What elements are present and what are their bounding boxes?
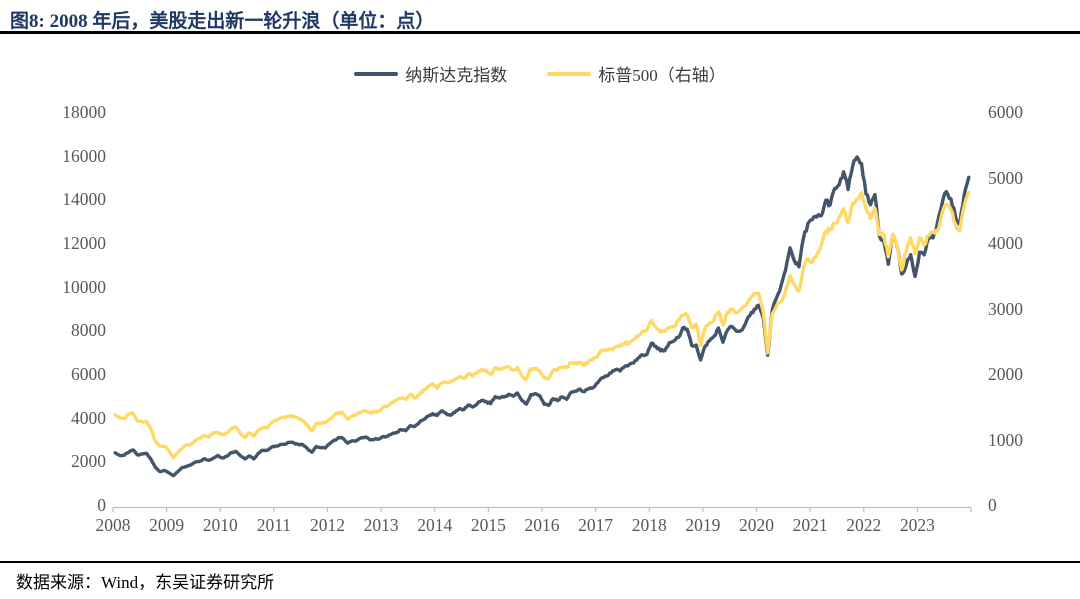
x-axis-tick-label: 2012 [310, 515, 345, 535]
legend-label-nasdaq: 纳斯达克指数 [405, 66, 508, 85]
figure-title: 图8: 2008 年后，美股走出新一轮升浪（单位：点） [10, 11, 435, 32]
legend-item-nasdaq: 纳斯达克指数 [354, 61, 507, 86]
right-axis-tick-label: 1000 [988, 429, 1023, 450]
x-axis-tick-label: 2009 [149, 515, 185, 535]
sp500-line-swatch-icon [547, 71, 592, 76]
x-axis-tick-label: 2018 [631, 515, 667, 535]
left-axis-tick-label: 0 [97, 495, 106, 515]
right-axis-tick-label: 6000 [988, 102, 1023, 122]
nasdaq-line-swatch-icon [354, 71, 399, 76]
x-axis-tick-label: 2008 [95, 515, 131, 535]
x-axis-line [112, 506, 972, 512]
left-axis-tick-label: 18000 [62, 102, 106, 122]
data-source-note: 数据来源：Wind，东吴证券研究所 [16, 573, 275, 592]
legend-label-sp500: 标普500（右轴） [598, 66, 726, 85]
left-axis-tick-label: 6000 [71, 364, 106, 384]
right-axis-tick-label: 2000 [988, 364, 1023, 384]
x-axis-tick-label: 2019 [685, 515, 721, 535]
x-axis-tick-label: 2020 [739, 515, 774, 535]
right-axis-tick-label: 3000 [988, 298, 1023, 319]
right-axis-tick-label: 0 [988, 495, 997, 515]
x-axis-tick-label: 2014 [417, 515, 453, 535]
footer-divider [0, 561, 1080, 563]
x-axis-tick-label: 2022 [846, 515, 882, 535]
title-divider [0, 31, 1080, 34]
left-axis-tick-label: 8000 [71, 320, 106, 341]
left-axis-tick-label: 10000 [62, 276, 106, 297]
legend-item-sp500: 标普500（右轴） [547, 61, 726, 86]
chart-legend: 纳斯达克指数 标普500（右轴） [0, 61, 1080, 86]
x-axis-tick-label: 2017 [578, 515, 614, 535]
series-line-sp500 [113, 190, 971, 460]
left-axis-tick-label: 4000 [71, 407, 106, 428]
x-axis-tick-label: 2021 [792, 515, 828, 535]
left-axis-tick-label: 2000 [71, 451, 106, 472]
x-axis-tick-label: 2011 [256, 515, 292, 535]
right-axis-tick-label: 5000 [988, 167, 1023, 188]
right-axis-tick-label: 4000 [988, 233, 1023, 253]
x-axis-tick-label: 2010 [202, 515, 238, 535]
x-axis-tick-label: 2013 [363, 515, 399, 535]
left-axis-tick-label: 16000 [62, 145, 106, 166]
left-axis-tick-label: 12000 [62, 233, 106, 253]
left-axis-tick-label: 14000 [62, 189, 106, 210]
x-axis-tick-label: 2016 [524, 515, 560, 535]
x-axis-tick-label: 2015 [470, 515, 506, 535]
series-line-nasdaq [113, 155, 971, 478]
x-axis-tick-label: 2023 [899, 515, 935, 535]
